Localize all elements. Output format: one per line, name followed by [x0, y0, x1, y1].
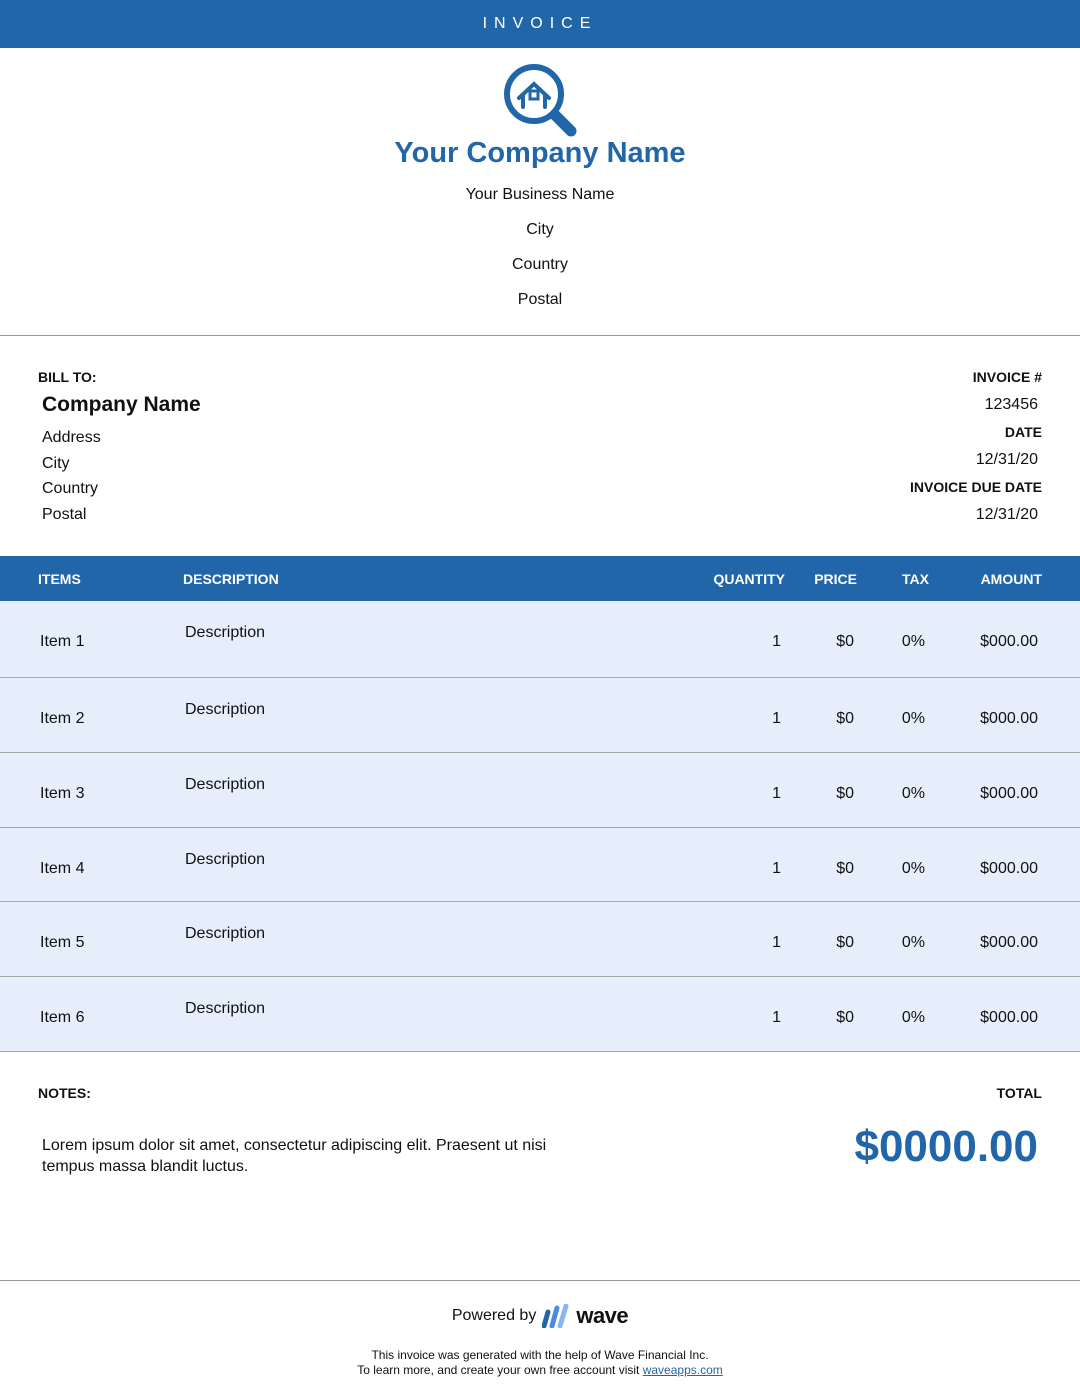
item-quantity: 1	[772, 1009, 781, 1026]
invoice-number: 123456	[984, 396, 1038, 413]
bill-to-label: BILL TO:	[38, 369, 97, 385]
header-description: DESCRIPTION	[183, 571, 279, 587]
bill-to-country: Country	[42, 480, 99, 497]
waveapps-link[interactable]: waveapps.com	[642, 1363, 723, 1377]
item-amount: $000.00	[980, 633, 1038, 650]
header-quantity: QUANTITY	[713, 571, 785, 587]
total-value: $0000.00	[854, 1122, 1038, 1171]
company-city: City	[526, 221, 554, 238]
item-tax: 0%	[901, 934, 925, 951]
item-tax: 0%	[901, 1009, 925, 1026]
total-label: TOTAL	[996, 1085, 1042, 1101]
item-quantity: 1	[772, 785, 781, 802]
due-date: 12/31/20	[975, 506, 1038, 523]
item-description: Description	[185, 624, 266, 641]
table-row: Item 5 Description 1 $0 0% $000.00	[0, 902, 1080, 977]
item-name: Item 3	[40, 785, 85, 802]
table-row: Item 4 Description 1 $0 0% $000.00	[0, 828, 1080, 902]
item-quantity: 1	[772, 710, 781, 727]
divider	[0, 1280, 1080, 1281]
company-country: Country	[511, 256, 569, 273]
item-quantity: 1	[772, 860, 781, 877]
powered-by-text: Powered by	[451, 1307, 537, 1324]
bill-to-postal: Postal	[42, 506, 87, 523]
divider	[0, 335, 1080, 336]
notes-text: Lorem ipsum dolor sit amet, consectetur …	[42, 1137, 547, 1175]
item-name: Item 5	[40, 934, 85, 951]
item-amount: $000.00	[980, 934, 1038, 951]
bill-to-name: Company Name	[42, 393, 201, 416]
item-description: Description	[185, 925, 266, 942]
item-description: Description	[185, 1000, 266, 1017]
item-price: $0	[836, 934, 854, 951]
footer-line2: To learn more, and create your own free …	[0, 1363, 1080, 1377]
item-amount: $000.00	[980, 785, 1038, 802]
item-price: $0	[836, 860, 854, 877]
table-header: ITEMS DESCRIPTION QUANTITY PRICE TAX AMO…	[0, 556, 1080, 601]
header-items: ITEMS	[38, 571, 81, 587]
item-description: Description	[185, 851, 266, 868]
bill-to-city: City	[42, 455, 70, 472]
invoice-date: 12/31/20	[975, 451, 1038, 468]
date-label: DATE	[1004, 424, 1042, 440]
item-tax: 0%	[901, 710, 925, 727]
item-price: $0	[836, 710, 854, 727]
due-date-label: INVOICE DUE DATE	[910, 479, 1042, 495]
table-row: Item 3 Description 1 $0 0% $000.00	[0, 753, 1080, 828]
item-quantity: 1	[772, 633, 781, 650]
bill-to-address: Address	[42, 429, 101, 446]
item-amount: $000.00	[980, 710, 1038, 727]
item-quantity: 1	[772, 934, 781, 951]
powered-by: Powered by wave	[0, 1303, 1080, 1329]
company-postal: Postal	[517, 291, 563, 308]
footer-line1: This invoice was generated with the help…	[371, 1348, 709, 1362]
header-price: PRICE	[814, 571, 857, 587]
item-tax: 0%	[901, 860, 925, 877]
wave-brand: wave	[576, 1303, 629, 1328]
item-price: $0	[836, 633, 854, 650]
invoice-number-label: INVOICE #	[972, 369, 1042, 385]
item-price: $0	[836, 1009, 854, 1026]
invoice-title-bar: INVOICE	[0, 0, 1080, 48]
item-price: $0	[836, 785, 854, 802]
business-name: Your Business Name	[465, 186, 615, 203]
house-magnifier-icon	[504, 64, 577, 137]
notes-label: NOTES:	[38, 1085, 91, 1101]
company-name: Your Company Name	[394, 137, 686, 169]
item-tax: 0%	[901, 633, 925, 650]
item-name: Item 4	[40, 860, 85, 877]
table-row: Item 1 Description 1 $0 0% $000.00	[0, 601, 1080, 678]
table-row: Item 2 Description 1 $0 0% $000.00	[0, 678, 1080, 753]
footer-line2-text: To learn more, and create your own free …	[357, 1363, 640, 1377]
item-name: Item 2	[40, 710, 85, 727]
header-tax: TAX	[902, 571, 929, 587]
wave-logo-icon	[542, 1304, 569, 1328]
item-description: Description	[185, 701, 266, 718]
item-description: Description	[185, 776, 266, 793]
table-row: Item 6 Description 1 $0 0% $000.00	[0, 977, 1080, 1052]
item-name: Item 6	[40, 1009, 85, 1026]
item-amount: $000.00	[980, 860, 1038, 877]
header-amount: AMOUNT	[980, 571, 1042, 587]
item-amount: $000.00	[980, 1009, 1038, 1026]
item-tax: 0%	[901, 785, 925, 802]
item-name: Item 1	[40, 633, 85, 650]
